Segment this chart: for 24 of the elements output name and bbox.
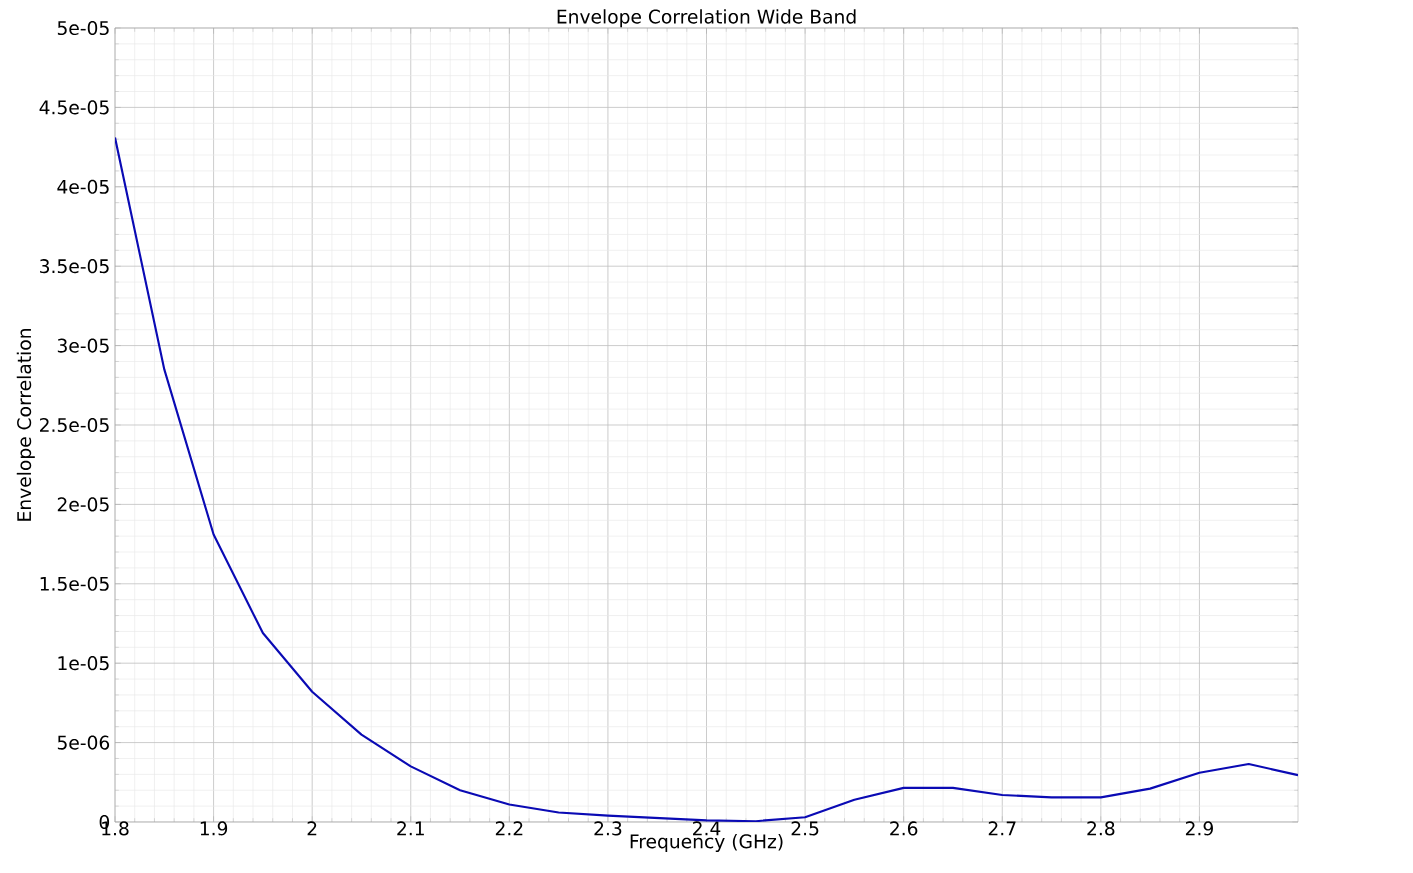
y-tick-label: 5e-05	[57, 20, 109, 36]
y-tick-label: 1e-05	[58, 656, 109, 671]
x-tick-label: 2.7	[988, 821, 1016, 836]
y-tick-label: 2.5e-05	[40, 417, 109, 433]
x-tick-label: 2.8	[1087, 821, 1115, 836]
x-tick-label: 2.6	[890, 821, 918, 836]
x-tick-label: 1.9	[200, 821, 228, 836]
x-tick-label: 2.1	[397, 821, 424, 836]
x-tick-label: 2	[307, 821, 317, 836]
x-tick-label: 2.4	[693, 821, 721, 836]
x-tick-label: 2.5	[791, 821, 819, 836]
x-axis-title: Frequency (GHz)	[630, 833, 783, 853]
y-tick-label: 3.5e-05	[40, 259, 109, 274]
y-tick-label: 4.5e-05	[39, 100, 109, 115]
y-tick-label: 3e-05	[57, 338, 109, 353]
y-tick-label: 2e-05	[57, 497, 109, 512]
x-tick-label: 2.9	[1185, 821, 1213, 836]
chart-title: Envelope Correlation Wide Band	[557, 9, 856, 28]
y-tick-label: 4e-05	[57, 179, 109, 194]
y-axis-title: Envelope Correlation	[16, 329, 35, 521]
x-tick-label: 2.3	[594, 821, 622, 836]
y-tick-label: 5e-06	[57, 735, 110, 750]
y-tick-label: 1.5e-05	[40, 576, 109, 591]
x-tick-label: 2.2	[495, 821, 523, 836]
